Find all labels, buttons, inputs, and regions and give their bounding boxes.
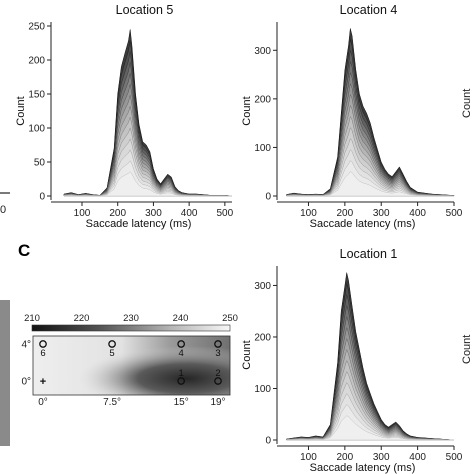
x-tick-label: 100 (74, 208, 91, 219)
x-tick-label: 500 (446, 208, 463, 219)
y-tick-label: 0 (265, 436, 271, 447)
panel-letter: C (18, 241, 30, 260)
y-tick-label: 0 (265, 192, 271, 203)
y-tick-label: 300 (254, 281, 271, 292)
location-label: 6 (40, 348, 45, 359)
colorbar-tick-label: 220 (74, 313, 90, 324)
map-x-tick-label: 15° (174, 397, 189, 408)
x-tick-label: 300 (373, 208, 390, 219)
map-frame (32, 335, 231, 396)
x-tick-label: 200 (337, 452, 354, 463)
fixation-cross: + (40, 376, 46, 388)
chart-title: Location 5 (116, 3, 174, 17)
y-tick-label: 100 (254, 143, 271, 154)
x-tick-label: 300 (373, 452, 390, 463)
y-tick-label: 150 (28, 90, 45, 101)
location-marker (214, 377, 222, 385)
colorbar-tick-label: 210 (24, 313, 40, 324)
y-axis-label: Count (241, 340, 253, 369)
x-tick-label: 300 (145, 208, 162, 219)
location-marker (214, 340, 222, 348)
colorbar-tick-label: 230 (123, 313, 139, 324)
map-dark-region (33, 336, 230, 395)
y-tick-label: 300 (254, 46, 271, 57)
x-tick-label: 200 (109, 208, 126, 219)
chart-location-4: 0 100 200 300 100 200 300 400 500 Location 4 Sacca… (241, 3, 463, 230)
y-tick-label: 100 (254, 384, 271, 395)
y-tick-label: 200 (254, 94, 271, 105)
distribution-layer (63, 171, 233, 197)
location-label: 1 (179, 368, 184, 379)
y-tick-label: 50 (34, 158, 46, 169)
x-tick-label: 200 (337, 208, 354, 219)
colorbar-tick-label: 250 (222, 313, 238, 324)
x-axis-label: Saccade latency (ms) (310, 218, 416, 230)
location-marker (177, 377, 186, 385)
cropped-left-edge: 0 (0, 192, 10, 446)
y-tick-label: 200 (28, 56, 45, 67)
cropped-tick-label: 0 (0, 204, 6, 216)
map-x-tick-label: 0° (38, 397, 48, 408)
latency-heatmap: 210 220 230 240 250 0° 7.5° 15° 19° 4° 0° 6 5 4 3 1 2 + (21, 313, 237, 408)
map-y-tick-label: 0° (21, 377, 31, 388)
colorbar-tick-label: 240 (173, 313, 189, 324)
x-axis-label: Saccade latency (ms) (310, 462, 416, 474)
colorbar (31, 324, 231, 332)
x-tick-label: 500 (217, 208, 234, 219)
x-axis-label: Saccade latency (ms) (86, 218, 192, 230)
map-y-tick-label: 4° (21, 340, 31, 351)
location-label: 2 (215, 368, 220, 379)
y-axis-label: Count (241, 96, 253, 125)
location-marker (177, 340, 186, 348)
chart-title: Location 4 (340, 3, 398, 17)
cropped-gray-bar (0, 300, 10, 446)
cropped-ylabel: Count (461, 89, 473, 118)
x-tick-label: 100 (300, 208, 317, 219)
x-tick-label: 400 (409, 452, 426, 463)
chart-title: Location 1 (340, 247, 398, 261)
chart-location-1: 0 100 200 300 100 200 300 400 500 Location 1 Sacca… (241, 247, 463, 474)
location-label: 4 (179, 348, 184, 359)
cropped-right-edge: Count Count (461, 89, 473, 364)
map-x-tick-label: 7.5° (103, 397, 121, 408)
map-x-tick-label: 19° (210, 397, 225, 408)
chart-location-5: 0 50 100 150 200 250 100 200 300 400 500 Location 5… (15, 3, 234, 230)
y-axis-label: Count (15, 96, 27, 125)
y-tick-label: 200 (254, 332, 271, 343)
distribution-layer (286, 171, 455, 197)
location-marker (108, 340, 116, 348)
x-tick-label: 400 (181, 208, 198, 219)
location-label: 5 (109, 348, 114, 359)
y-tick-label: 0 (39, 192, 45, 203)
y-tick-label: 250 (28, 22, 45, 33)
x-tick-label: 400 (409, 208, 426, 219)
y-tick-label: 100 (28, 124, 45, 135)
distribution-layer (286, 415, 455, 441)
x-tick-label: 500 (446, 452, 463, 463)
cropped-ylabel: Count (461, 335, 473, 364)
location-label: 3 (215, 348, 220, 359)
x-tick-label: 100 (300, 452, 317, 463)
location-marker (39, 340, 47, 348)
